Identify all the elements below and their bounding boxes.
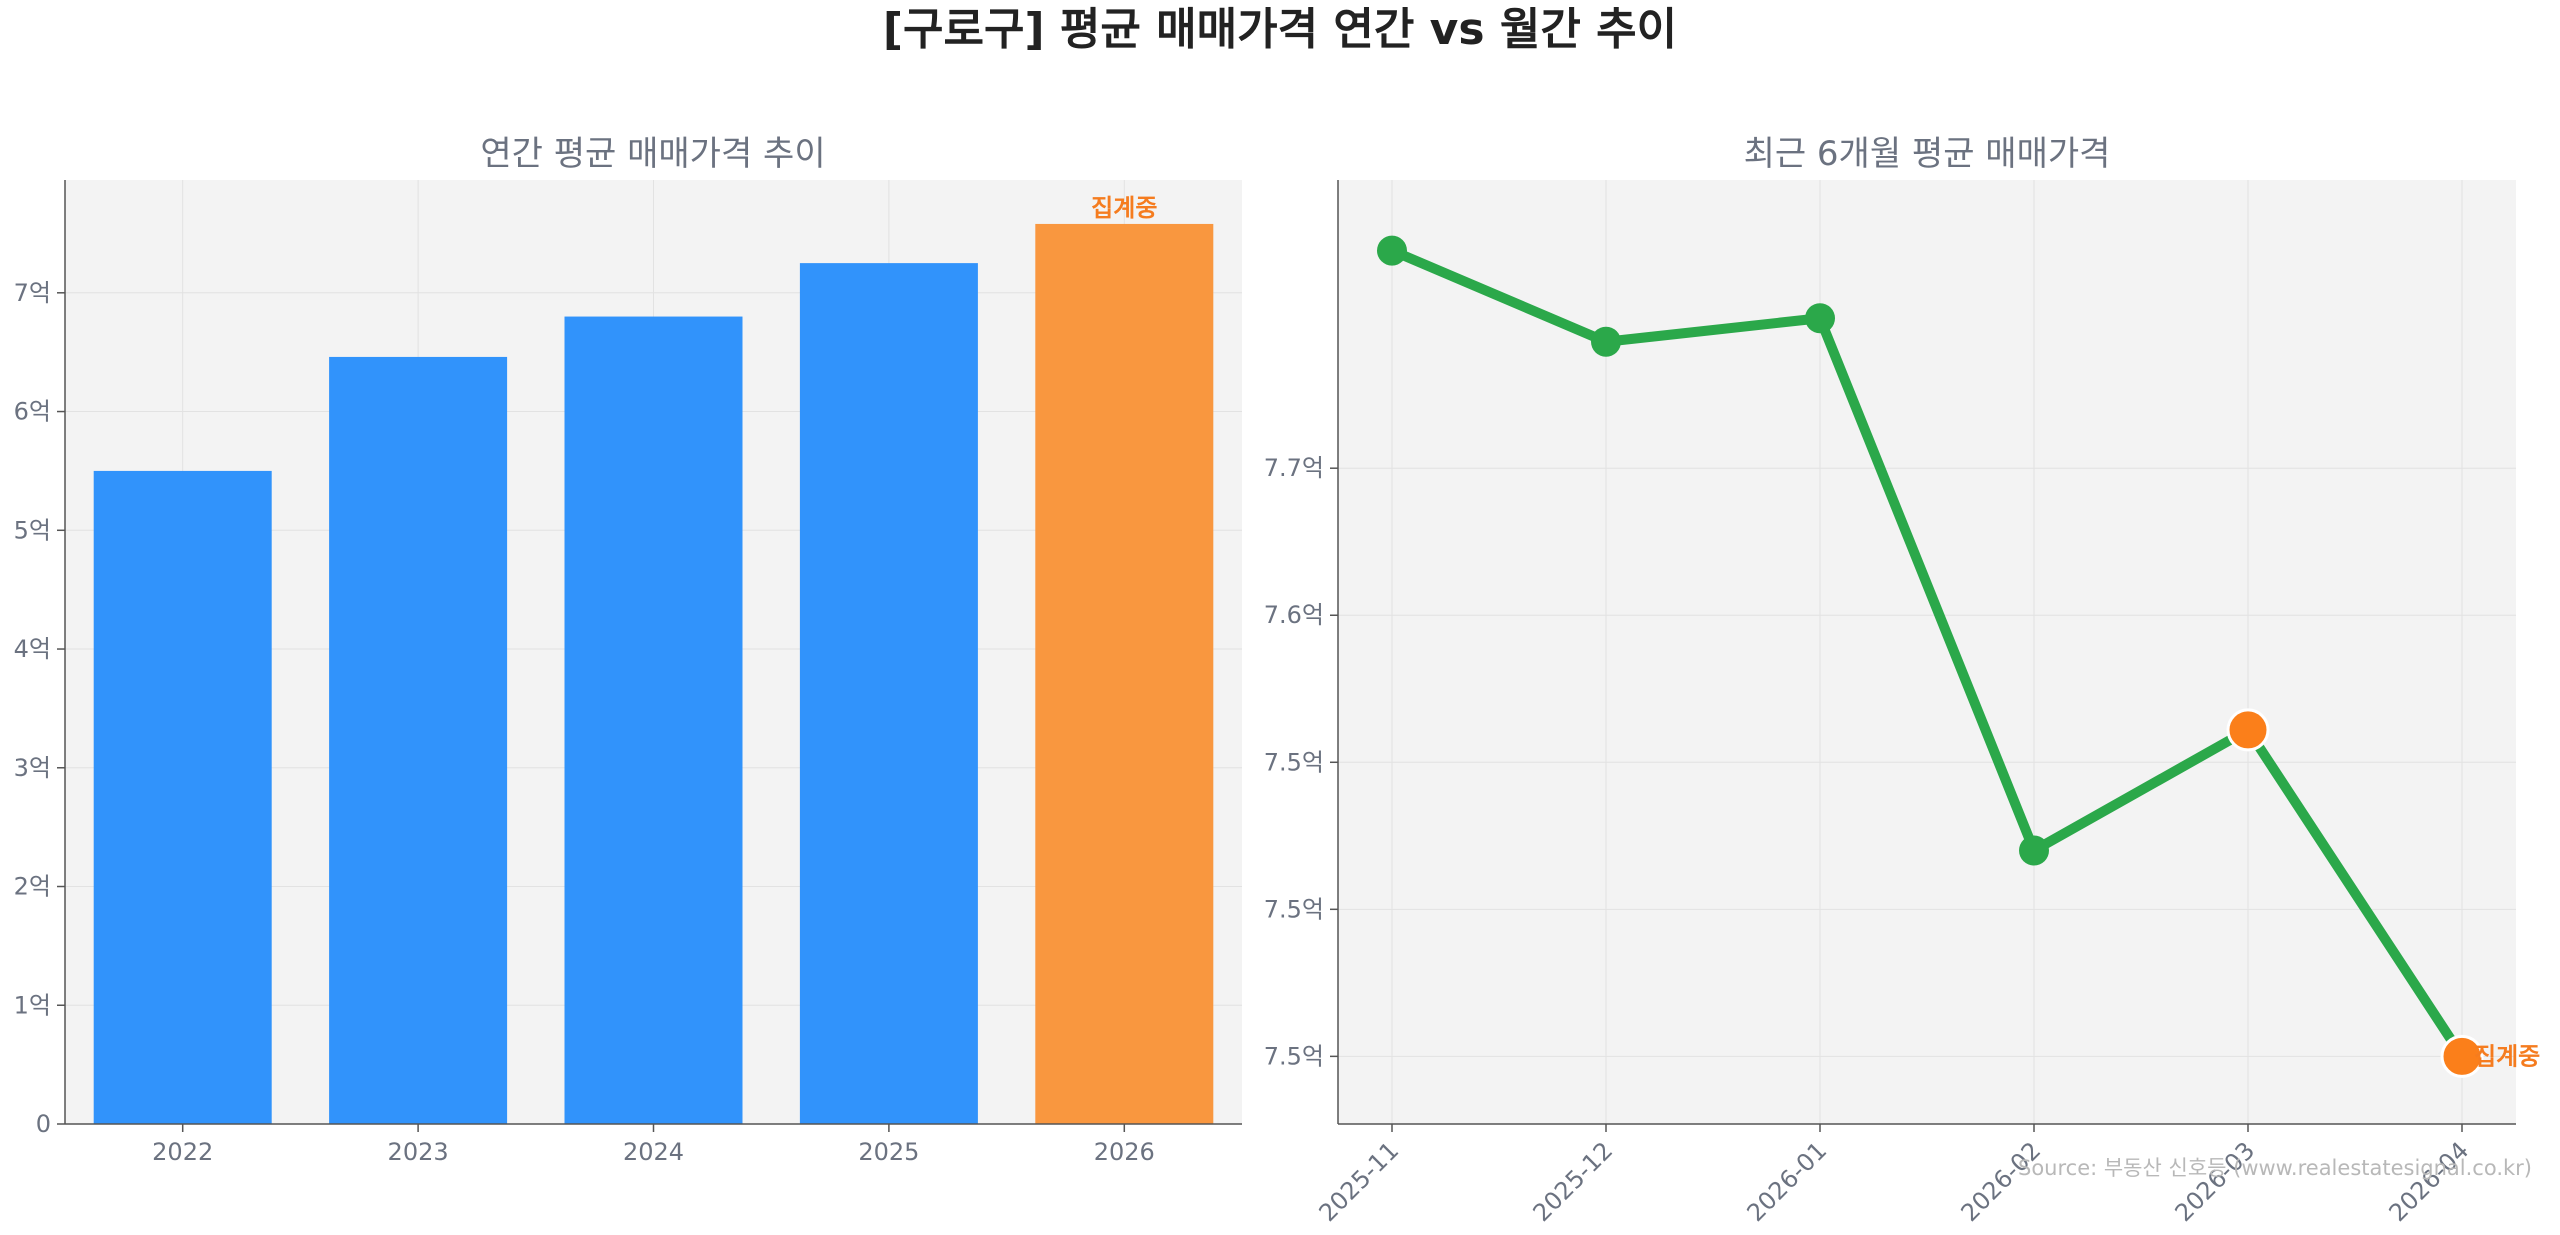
bar-x-tick-label: 2026 [1094, 1138, 1155, 1166]
line-series-path [1387, 245, 2467, 1062]
bar-y-tick-label: 6억 [14, 398, 51, 426]
bar-y-tick-label: 5억 [14, 516, 51, 544]
bar-x-tick-label: 2022 [152, 1138, 213, 1166]
line-point-2026-04 [2440, 1034, 2484, 1078]
bar-y-tick-label: 1억 [14, 991, 51, 1019]
source-credit: Source: 부동산 신호등 (www.realestatesignal.co… [2018, 1156, 2532, 1180]
line-series: 집계중 [1377, 235, 2540, 1078]
line-x-tick-label: 2026-04 [2384, 1136, 2475, 1227]
bar-y-tick-label: 3억 [14, 754, 51, 782]
line-point-2025-11 [1377, 235, 1407, 266]
line-panel-title: 최근 6개월 평균 매매가격 [1744, 134, 2111, 174]
bar-y-tick-label: 7억 [14, 279, 51, 307]
bar-series: 집계중 [93, 194, 1214, 1125]
line-x-tick-label: 2025-12 [1528, 1136, 1619, 1227]
line-gridlines [1338, 180, 2516, 1124]
bar-2022 [93, 470, 272, 1125]
bar-2025 [799, 263, 978, 1124]
bar-y-tick-label: 4억 [14, 635, 51, 663]
bar-y-tick-label: 2억 [14, 873, 51, 901]
bar-y-ticks: 0 1억 2억 3억 4억 5억 6억 7억 [14, 279, 65, 1138]
line-plot-background [1338, 180, 2516, 1124]
line-point-2025-12 [1591, 326, 1621, 357]
chart-main-title: [구로구] 평균 매매가격 연간 vs 월간 추이 [882, 4, 1678, 55]
line-point-2026-03 [2226, 708, 2270, 752]
line-annotation-collecting: 집계중 [2474, 1042, 2540, 1070]
line-x-tick-label: 2025-11 [1314, 1136, 1405, 1227]
bar-2026 [1035, 223, 1214, 1125]
line-point-2026-01 [1805, 303, 1835, 334]
bar-2024 [564, 316, 743, 1124]
line-y-ticks: 7.5억 7.5억 7.5억 7.6억 7.7억 [1264, 454, 1338, 1070]
bar-x-tick-label: 2025 [858, 1138, 919, 1166]
bar-x-tick-label: 2024 [623, 1138, 684, 1166]
line-point-2026-02 [2019, 835, 2049, 866]
bar-2023 [329, 356, 508, 1124]
line-y-tick-label: 7.7억 [1264, 454, 1324, 482]
bar-x-ticks: 2022 2023 2024 2025 2026 [152, 1124, 1155, 1166]
line-y-tick-label: 7.5억 [1264, 748, 1324, 776]
line-y-tick-label: 7.5억 [1264, 895, 1324, 923]
line-x-tick-label: 2026-01 [1742, 1136, 1833, 1227]
line-y-tick-label: 7.5억 [1264, 1042, 1324, 1070]
line-x-tick-label: 2026-02 [1956, 1136, 2047, 1227]
bar-x-tick-label: 2023 [388, 1138, 449, 1166]
line-y-tick-label: 7.6억 [1264, 601, 1324, 629]
bar-panel-title: 연간 평균 매매가격 추이 [480, 134, 825, 174]
bar-y-tick-label: 0 [36, 1110, 51, 1138]
line-x-tick-label: 2026-03 [2170, 1136, 2261, 1227]
bar-annotation-collecting: 집계중 [1091, 194, 1157, 222]
